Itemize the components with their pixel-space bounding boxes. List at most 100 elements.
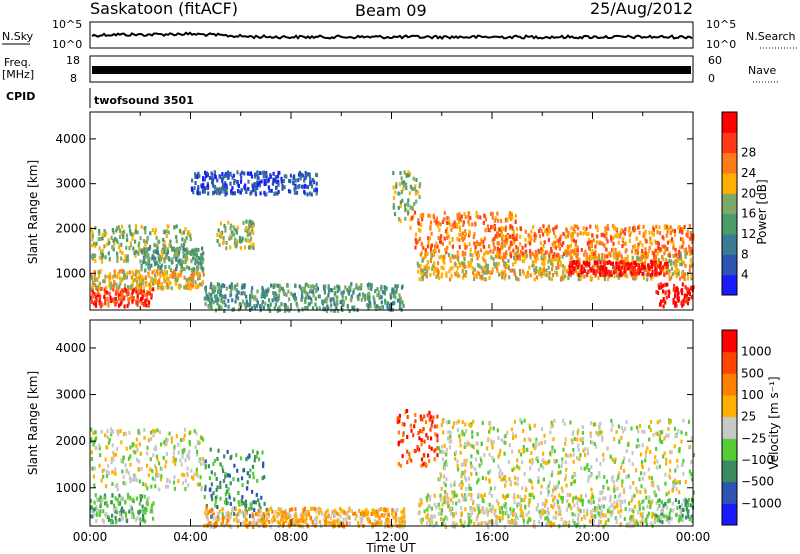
echo-cell	[611, 261, 615, 266]
echo-cell	[186, 466, 189, 471]
echo-cell	[244, 499, 248, 504]
echo-cell	[584, 230, 587, 235]
echo-cell	[449, 222, 452, 227]
echo-cell	[250, 223, 253, 228]
echo-cell	[254, 455, 257, 459]
echo-cell	[552, 254, 555, 259]
echo-cell	[681, 282, 684, 287]
echo-cell	[141, 275, 144, 280]
echo-cell	[446, 500, 449, 504]
echo-cell	[541, 252, 544, 257]
echo-cell	[642, 254, 645, 259]
echo-cell	[511, 268, 514, 273]
echo-cell	[395, 522, 398, 527]
echo-cell	[440, 486, 443, 491]
echo-cell	[180, 243, 183, 248]
echo-cell	[268, 519, 271, 524]
echo-cell	[288, 308, 291, 313]
echo-cell	[182, 259, 185, 264]
echo-cell	[465, 244, 468, 249]
echo-cell	[121, 469, 124, 474]
echo-cell	[446, 436, 450, 441]
echo-cell	[208, 509, 212, 514]
echo-cell	[303, 183, 306, 188]
echo-cell	[443, 466, 446, 471]
echo-cell	[229, 515, 232, 520]
echo-cell	[261, 300, 264, 304]
echo-cell	[176, 246, 179, 251]
echo-cell	[487, 470, 490, 475]
echo-cell	[662, 283, 665, 288]
echo-cell	[670, 259, 673, 264]
echo-cell	[562, 231, 565, 236]
echo-cell	[150, 484, 153, 489]
echo-cell	[618, 250, 621, 255]
echo-cell	[186, 454, 189, 459]
echo-cell	[117, 303, 121, 308]
echo-cell	[244, 237, 247, 242]
echo-cell	[154, 280, 157, 285]
echo-cell	[672, 287, 676, 292]
echo-cell	[230, 287, 233, 292]
echo-cell	[557, 471, 560, 476]
echo-cell	[679, 245, 682, 250]
echo-cell	[101, 236, 104, 241]
echo-cell	[671, 228, 674, 233]
echo-cell	[376, 293, 379, 298]
echo-cell	[142, 516, 145, 521]
echo-cell	[590, 268, 593, 273]
echo-cell	[639, 260, 642, 264]
echo-cell	[155, 454, 159, 459]
echo-cell	[235, 295, 238, 300]
echo-cell	[533, 238, 536, 243]
echo-cell	[101, 232, 104, 237]
echo-cell	[185, 278, 188, 282]
echo-cell	[150, 509, 153, 514]
echo-cell	[195, 259, 198, 264]
echo-cell	[315, 520, 318, 525]
echo-cell	[136, 278, 139, 283]
echo-cell	[159, 265, 162, 270]
echo-cell	[112, 230, 115, 235]
echo-cell	[655, 289, 658, 294]
echo-cell	[168, 431, 171, 436]
echo-cell	[436, 433, 439, 438]
echo-cell	[101, 518, 104, 523]
echo-cell	[111, 228, 114, 232]
echo-cell	[515, 233, 519, 238]
echo-cell	[544, 229, 547, 233]
echo-cell	[333, 286, 336, 291]
echo-cell	[585, 262, 588, 267]
echo-cell	[540, 247, 543, 252]
echo-cell	[376, 304, 379, 309]
echo-cell	[458, 225, 461, 230]
echo-cell	[235, 288, 238, 293]
echo-cell	[471, 222, 474, 227]
echo-cell	[241, 483, 244, 488]
echo-cell	[463, 211, 466, 216]
echo-cell	[221, 230, 224, 235]
echo-cell	[118, 512, 121, 517]
echo-cell	[436, 453, 439, 458]
echo-cell	[403, 422, 406, 427]
echo-cell	[348, 515, 351, 520]
echo-cell	[282, 289, 285, 294]
echo-cell	[246, 480, 249, 485]
echo-cell	[419, 263, 422, 268]
echo-cell	[123, 304, 126, 309]
echo-cell	[108, 278, 111, 283]
echo-cell	[432, 415, 435, 420]
echo-cell	[183, 285, 186, 290]
echo-cell	[671, 237, 674, 242]
echo-cell	[589, 431, 592, 436]
echo-cell	[221, 522, 224, 527]
echo-cell	[629, 485, 632, 490]
echo-cell	[152, 254, 155, 259]
echo-cell	[494, 227, 497, 232]
echo-cell	[94, 225, 97, 230]
echo-cell	[459, 443, 462, 448]
echo-cell	[664, 248, 667, 253]
echo-cell	[458, 220, 461, 225]
echo-cell	[166, 484, 170, 489]
echo-cell	[402, 183, 405, 188]
